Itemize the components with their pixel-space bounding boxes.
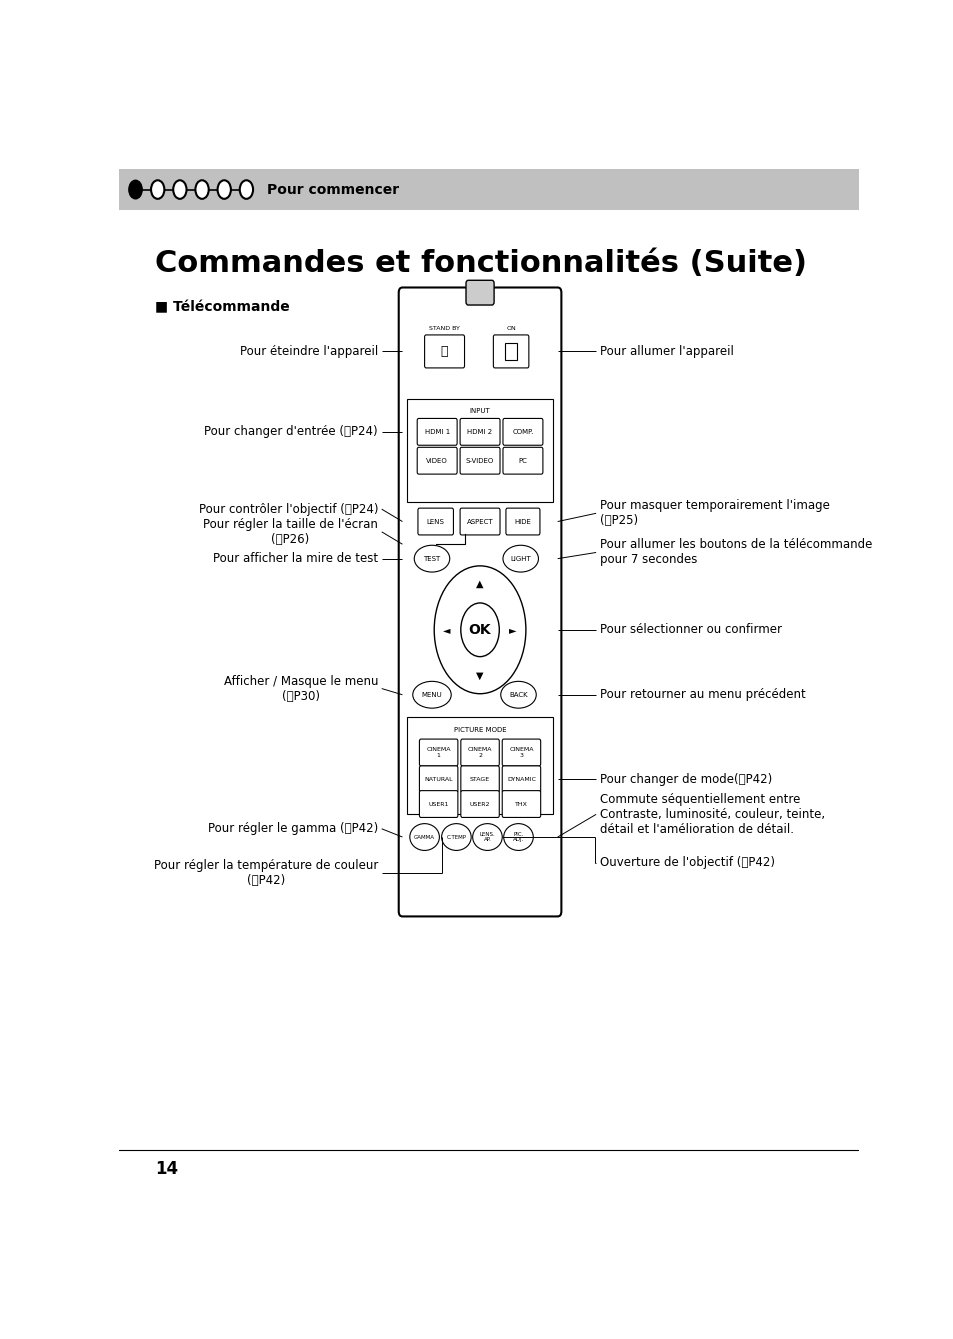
FancyBboxPatch shape: [406, 718, 553, 814]
Circle shape: [460, 603, 498, 656]
FancyBboxPatch shape: [119, 169, 858, 210]
Text: Pour allumer l'appareil: Pour allumer l'appareil: [599, 345, 733, 358]
Text: VIDEO: VIDEO: [426, 458, 448, 463]
Text: S-VIDEO: S-VIDEO: [465, 458, 494, 463]
Text: Commandes et fonctionnalités (Suite): Commandes et fonctionnalités (Suite): [154, 249, 806, 279]
Text: STAND BY: STAND BY: [429, 327, 459, 331]
Text: Pour allumer les boutons de la télécommande
pour 7 secondes: Pour allumer les boutons de la télécomma…: [599, 538, 871, 566]
Text: GAMMA: GAMMA: [414, 834, 435, 840]
FancyBboxPatch shape: [406, 399, 553, 502]
Text: ⏻: ⏻: [440, 345, 448, 358]
Text: HDMI 1: HDMI 1: [424, 428, 449, 435]
Ellipse shape: [472, 823, 501, 850]
Text: STAGE: STAGE: [470, 777, 490, 782]
FancyBboxPatch shape: [465, 280, 494, 305]
Text: LENS: LENS: [426, 518, 444, 525]
Text: Pour changer d'entrée (⌹P24): Pour changer d'entrée (⌹P24): [204, 426, 377, 438]
Ellipse shape: [502, 545, 537, 572]
FancyBboxPatch shape: [416, 447, 456, 474]
Circle shape: [239, 181, 253, 198]
Text: THX: THX: [515, 802, 527, 806]
Text: NATURAL: NATURAL: [424, 777, 453, 782]
Circle shape: [151, 181, 164, 198]
Text: CINEMA
2: CINEMA 2: [467, 747, 492, 758]
Text: USER2: USER2: [469, 802, 490, 806]
Text: 14: 14: [154, 1160, 177, 1178]
FancyBboxPatch shape: [419, 739, 457, 766]
Text: BACK: BACK: [509, 692, 527, 698]
Text: INPUT: INPUT: [469, 408, 490, 414]
Text: ■ Télécommande: ■ Télécommande: [154, 300, 289, 315]
Text: Pour éteindre l'appareil: Pour éteindre l'appareil: [239, 345, 377, 358]
Text: Pour afficher la mire de test: Pour afficher la mire de test: [213, 552, 377, 565]
Text: HDMI 2: HDMI 2: [467, 428, 492, 435]
Text: Pour changer de mode(⌹P42): Pour changer de mode(⌹P42): [599, 773, 771, 786]
Text: Pour régler la taille de l'écran
(⌹P26): Pour régler la taille de l'écran (⌹P26): [203, 518, 377, 546]
Text: Pour contrôler l'objectif (⌹P24): Pour contrôler l'objectif (⌹P24): [198, 502, 377, 516]
Text: LIGHT: LIGHT: [510, 556, 531, 561]
Text: Pour retourner au menu précédent: Pour retourner au menu précédent: [599, 688, 804, 702]
FancyBboxPatch shape: [460, 739, 498, 766]
Text: Pour commencer: Pour commencer: [267, 182, 398, 197]
Text: ASPECT: ASPECT: [466, 518, 493, 525]
FancyBboxPatch shape: [460, 790, 498, 817]
FancyBboxPatch shape: [501, 739, 540, 766]
Text: ▼: ▼: [476, 671, 483, 680]
FancyBboxPatch shape: [416, 418, 456, 446]
Text: C.TEMP: C.TEMP: [446, 834, 466, 840]
Text: ON: ON: [506, 327, 516, 331]
Text: ▲: ▲: [476, 578, 483, 589]
Circle shape: [217, 181, 231, 198]
FancyBboxPatch shape: [460, 766, 498, 793]
FancyBboxPatch shape: [493, 335, 528, 368]
Text: PICTURE MODE: PICTURE MODE: [454, 727, 506, 732]
Text: Pour régler le gamma (⌹P42): Pour régler le gamma (⌹P42): [208, 822, 377, 836]
FancyBboxPatch shape: [417, 507, 453, 536]
Text: LENS.
AP.: LENS. AP.: [479, 832, 495, 842]
FancyBboxPatch shape: [502, 418, 542, 446]
FancyBboxPatch shape: [459, 418, 499, 446]
Circle shape: [173, 181, 187, 198]
Ellipse shape: [413, 682, 451, 708]
Text: PIC.
ADJ.: PIC. ADJ.: [513, 832, 523, 842]
FancyBboxPatch shape: [459, 507, 499, 536]
Circle shape: [195, 181, 209, 198]
FancyBboxPatch shape: [419, 766, 457, 793]
Text: ►: ►: [509, 625, 517, 635]
Circle shape: [129, 181, 142, 198]
FancyBboxPatch shape: [459, 447, 499, 474]
Ellipse shape: [500, 682, 536, 708]
Text: Ouverture de l'objectif (⌹P42): Ouverture de l'objectif (⌹P42): [599, 857, 774, 869]
Text: CINEMA
1: CINEMA 1: [426, 747, 451, 758]
Ellipse shape: [414, 545, 449, 572]
Text: OK: OK: [468, 623, 491, 637]
Circle shape: [434, 566, 525, 694]
Ellipse shape: [503, 823, 533, 850]
FancyBboxPatch shape: [398, 288, 560, 916]
Text: Pour sélectionner ou confirmer: Pour sélectionner ou confirmer: [599, 623, 781, 636]
Text: CINEMA
3: CINEMA 3: [509, 747, 533, 758]
Text: TEST: TEST: [423, 556, 440, 561]
Text: COMP.: COMP.: [512, 428, 533, 435]
Text: ◄: ◄: [443, 625, 451, 635]
Text: Pour régler la température de couleur
(⌹P42): Pour régler la température de couleur (⌹…: [153, 860, 377, 888]
Text: Afficher / Masque le menu
(⌹P30): Afficher / Masque le menu (⌹P30): [223, 675, 377, 703]
FancyBboxPatch shape: [505, 343, 517, 360]
FancyBboxPatch shape: [502, 447, 542, 474]
Text: HIDE: HIDE: [514, 518, 531, 525]
Text: MENU: MENU: [421, 692, 442, 698]
Text: Pour masquer temporairement l'image
(⌹P25): Pour masquer temporairement l'image (⌹P2…: [599, 499, 829, 528]
Text: DYNAMIC: DYNAMIC: [506, 777, 536, 782]
Text: Commute séquentiellement entre
Contraste, luminosité, couleur, teinte,
détail et: Commute séquentiellement entre Contraste…: [599, 793, 824, 836]
Text: PC: PC: [517, 458, 527, 463]
Ellipse shape: [441, 823, 471, 850]
FancyBboxPatch shape: [505, 507, 539, 536]
FancyBboxPatch shape: [419, 790, 457, 817]
Ellipse shape: [410, 823, 439, 850]
FancyBboxPatch shape: [424, 335, 464, 368]
Text: USER1: USER1: [428, 802, 448, 806]
FancyBboxPatch shape: [501, 790, 540, 817]
FancyBboxPatch shape: [501, 766, 540, 793]
